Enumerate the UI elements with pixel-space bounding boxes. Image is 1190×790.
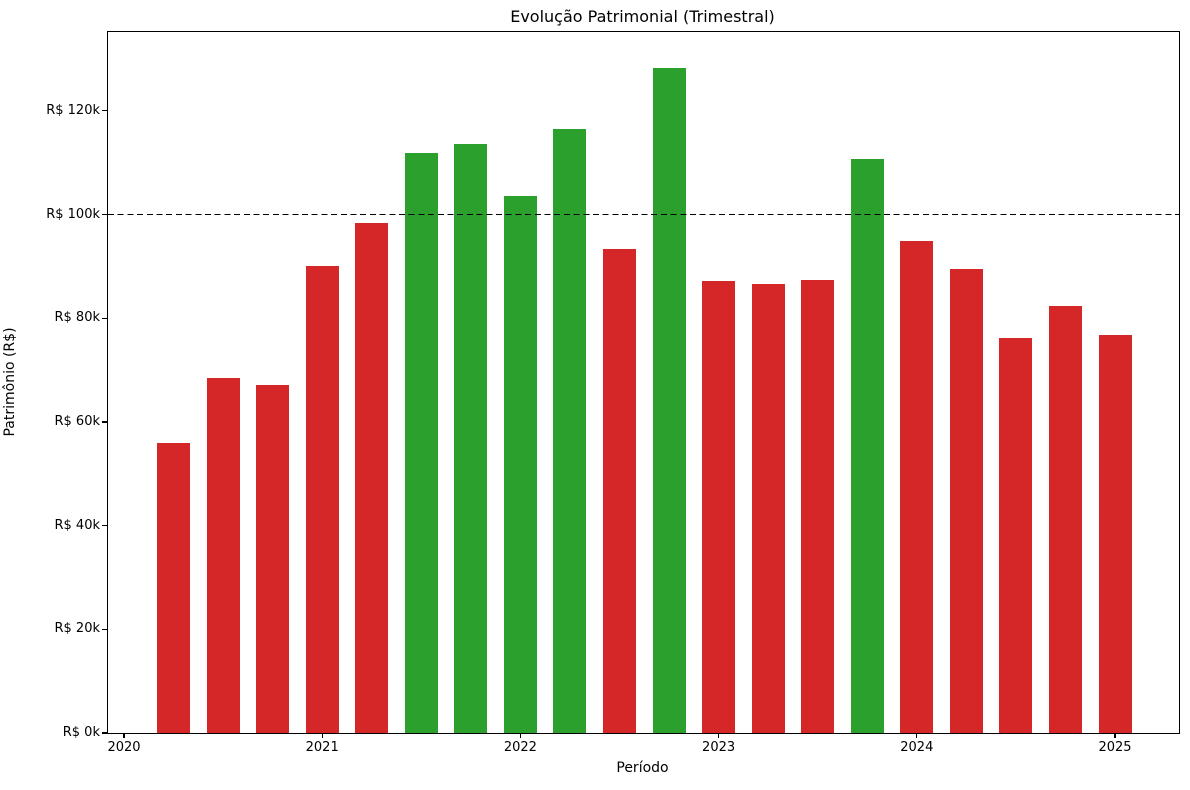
plot-area (107, 31, 1180, 734)
x-tick-label: 2020 (107, 740, 141, 755)
x-tick-label: 2024 (900, 740, 934, 755)
y-tick-label: R$ 80k (54, 310, 100, 326)
y-tick-label: R$ 60k (54, 413, 100, 429)
y-tick-mark (102, 421, 107, 423)
bar-2020-Q4 (305, 265, 339, 733)
x-tick-mark (519, 733, 522, 738)
bar-2023-Q2 (801, 279, 835, 733)
x-tick-label: 2025 (1098, 740, 1132, 755)
bar-2023-Q4 (900, 240, 934, 733)
x-axis-label: Período (616, 760, 669, 776)
bar-2021-Q1 (355, 222, 389, 733)
bar-2021-Q4 (503, 195, 537, 733)
x-tick-label: 2023 (702, 740, 736, 755)
bar-2022-Q4 (702, 280, 736, 733)
x-tick-label: 2021 (305, 740, 339, 755)
x-tick-label: 2022 (503, 740, 537, 755)
y-tick-label: R$ 0k (62, 725, 100, 741)
bar-2020-Q2 (206, 377, 240, 733)
y-tick-mark (102, 524, 107, 527)
bar-2022-Q3 (652, 67, 686, 733)
y-tick-label: R$ 100k (46, 206, 100, 222)
chart-title: Evolução Patrimonial (Trimestral) (510, 7, 775, 26)
x-tick-mark (123, 733, 125, 738)
y-tick-label: R$ 40k (54, 517, 100, 533)
y-tick-mark (102, 213, 107, 216)
x-tick-mark (321, 733, 323, 738)
bar-2020-Q1 (157, 442, 191, 733)
bar-2024-Q2 (999, 337, 1033, 733)
y-tick-label: R$ 20k (54, 621, 100, 637)
bar-2022-Q1 (553, 128, 587, 733)
bar-2021-Q2 (404, 152, 438, 733)
y-tick-mark (102, 732, 107, 734)
bar-2020-Q3 (256, 384, 290, 733)
bar-2022-Q2 (603, 249, 636, 733)
y-tick-label: R$ 120k (46, 102, 100, 118)
y-tick-mark (102, 628, 107, 630)
x-tick-mark (717, 733, 720, 738)
bar-2023-Q1 (751, 284, 785, 733)
x-tick-mark (1114, 733, 1116, 738)
x-tick-mark (916, 733, 918, 738)
bar-2021-Q3 (454, 144, 488, 733)
bar-2024-Q3 (1048, 305, 1082, 733)
threshold-line (108, 213, 1179, 216)
bar-2024-Q4 (1098, 334, 1132, 733)
y-tick-mark (102, 317, 107, 319)
bar-2024-Q1 (949, 268, 983, 733)
bar-2023-Q3 (850, 159, 884, 733)
y-tick-mark (102, 110, 107, 112)
